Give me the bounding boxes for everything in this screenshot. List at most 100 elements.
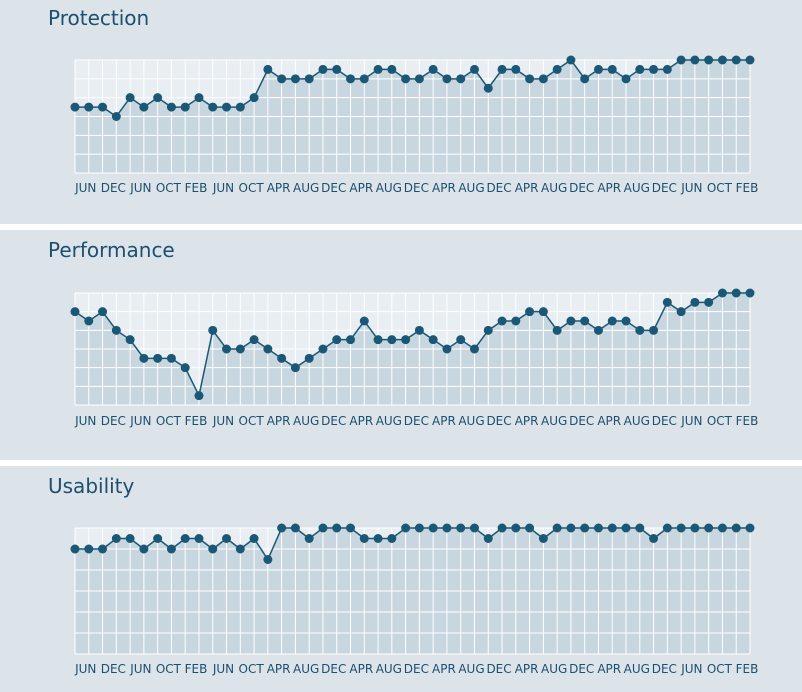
point [346,523,356,533]
point [166,353,176,363]
x-tick-label: FEB [736,414,759,428]
x-tick-label: DEC [321,181,346,195]
point [139,353,149,363]
point [607,64,617,74]
x-tick-label: JUN [212,414,234,428]
x-tick-label: FEB [185,181,208,195]
point [649,534,659,543]
point [249,534,259,543]
point [525,523,535,533]
point [428,523,438,533]
x-tick-label: OCT [239,181,265,195]
point [359,534,369,543]
point [580,316,590,326]
point [745,288,755,298]
point [497,64,507,74]
point [442,74,452,84]
x-tick-label: APR [515,181,539,195]
x-tick-label: DEC [101,181,126,195]
x-tick-label: DEC [486,181,511,195]
point [676,523,686,533]
point [387,335,397,345]
point [208,544,218,554]
x-tick-label: JUN [129,662,151,676]
point [111,325,121,335]
x-tick-label: APR [267,181,291,195]
x-tick-label: AUG [541,414,567,428]
point [180,363,190,373]
point [84,316,94,326]
x-tick-label: JUN [129,414,151,428]
point [690,55,700,65]
point [580,74,590,84]
point [153,93,163,103]
point [263,555,273,564]
x-tick-label: APR [432,414,456,428]
x-tick-label: JUN [129,181,151,195]
x-tick-label: APR [515,414,539,428]
point [456,74,466,84]
point [373,534,383,543]
point [635,64,645,74]
x-tick-label: DEC [486,662,511,676]
chart-title: Protection [48,6,149,30]
x-tick-label: DEC [486,414,511,428]
x-tick-label: OCT [707,181,733,195]
x-tick-label: JUN [74,662,96,676]
point [442,344,452,354]
x-tick-label: APR [597,181,621,195]
x-tick-label: APR [597,662,621,676]
point [387,64,397,74]
point [621,74,631,84]
point [346,335,356,345]
point [552,325,562,335]
point [717,288,727,298]
x-tick-label: DEC [321,414,346,428]
point [70,102,80,112]
x-tick-label: AUG [293,662,319,676]
x-tick-label: OCT [156,662,182,676]
x-tick-label: AUG [541,662,567,676]
x-tick-label: APR [267,414,291,428]
x-tick-label: DEC [652,414,677,428]
point [538,534,548,543]
point [332,523,342,533]
point [662,297,672,307]
x-tick-label: JUN [74,181,96,195]
x-tick-label: JUN [680,414,702,428]
point [98,102,108,112]
point [483,534,493,543]
point [745,55,755,65]
point [70,544,80,554]
x-tick-label: OCT [707,662,733,676]
point [318,344,328,354]
point [552,64,562,74]
point [566,316,576,326]
x-tick-label: APR [432,662,456,676]
point [456,523,466,533]
point [704,523,714,533]
point [607,316,617,326]
point [359,74,369,84]
point [222,534,232,543]
point [304,353,314,363]
point [290,523,300,533]
point [277,353,287,363]
point [373,64,383,74]
point [98,307,108,317]
x-tick-label: AUG [376,414,402,428]
point [566,523,576,533]
point [84,544,94,554]
point [153,353,163,363]
point [222,344,232,354]
point [125,534,135,543]
point [139,102,149,112]
point [717,55,727,65]
x-tick-label: AUG [293,181,319,195]
x-tick-label: AUG [376,181,402,195]
point [222,102,232,112]
point [525,74,535,84]
x-tick-label: DEC [101,662,126,676]
x-tick-label: DEC [652,662,677,676]
point [401,523,411,533]
